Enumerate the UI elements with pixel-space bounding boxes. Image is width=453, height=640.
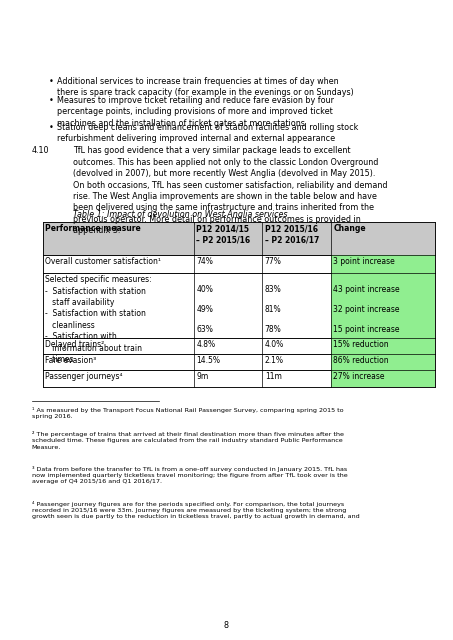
- Text: 15 point increase: 15 point increase: [333, 325, 400, 334]
- Bar: [331, 354, 435, 371]
- Text: 40%: 40%: [196, 285, 213, 294]
- Text: 4.0%: 4.0%: [265, 340, 284, 349]
- Bar: [331, 371, 435, 387]
- Text: 83%: 83%: [265, 285, 281, 294]
- Text: 49%: 49%: [196, 305, 213, 314]
- Text: 78%: 78%: [265, 325, 281, 334]
- Text: 63%: 63%: [196, 325, 213, 334]
- Text: 86% reduction: 86% reduction: [333, 356, 389, 365]
- Text: Measures to improve ticket retailing and reduce fare evasion by four
percentage : Measures to improve ticket retailing and…: [57, 96, 333, 128]
- Text: Performance measure: Performance measure: [45, 224, 141, 233]
- Bar: [43, 255, 435, 273]
- Text: 15% reduction: 15% reduction: [333, 340, 389, 349]
- Bar: [331, 338, 435, 354]
- Text: P12 2014/15
– P2 2015/16: P12 2014/15 – P2 2015/16: [196, 224, 251, 244]
- Bar: [43, 221, 435, 255]
- Text: •: •: [49, 122, 54, 132]
- Text: 32 point increase: 32 point increase: [333, 305, 400, 314]
- Text: 14.5%: 14.5%: [196, 356, 220, 365]
- Text: 8: 8: [224, 621, 229, 630]
- Text: ⁴ Passenger journey figures are for the periods specified only. For comparison, : ⁴ Passenger journey figures are for the …: [32, 501, 360, 519]
- Text: ² The percentage of trains that arrived at their final destination more than fiv: ² The percentage of trains that arrived …: [32, 431, 344, 449]
- Text: Delayed trains²: Delayed trains²: [45, 340, 105, 349]
- Text: ³ Data from before the transfer to TfL is from a one-off survey conducted in Jan: ³ Data from before the transfer to TfL i…: [32, 466, 347, 484]
- Text: Additional services to increase train frequencies at times of day when
there is : Additional services to increase train fr…: [57, 77, 353, 97]
- Bar: [43, 338, 435, 354]
- Text: Passenger journeys⁴: Passenger journeys⁴: [45, 372, 123, 381]
- Text: Selected specific measures:
-  Satisfaction with station
   staff availability
-: Selected specific measures: - Satisfacti…: [45, 275, 152, 364]
- Text: P12 2015/16
– P2 2016/17: P12 2015/16 – P2 2016/17: [265, 224, 319, 244]
- Text: ¹ As measured by the Transport Focus National Rail Passenger Survey, comparing s: ¹ As measured by the Transport Focus Nat…: [32, 407, 343, 419]
- Text: 77%: 77%: [265, 257, 282, 266]
- Text: 3 point increase: 3 point increase: [333, 257, 395, 266]
- Text: •: •: [49, 77, 54, 86]
- Text: •: •: [49, 96, 54, 105]
- Bar: [43, 273, 435, 338]
- Text: 81%: 81%: [265, 305, 281, 314]
- Bar: [43, 354, 435, 371]
- Text: Overall customer satisfaction¹: Overall customer satisfaction¹: [45, 257, 161, 266]
- Text: TfL has good evidence that a very similar package leads to excellent
outcomes. T: TfL has good evidence that a very simila…: [73, 146, 388, 236]
- Text: 74%: 74%: [196, 257, 213, 266]
- Text: 2.1%: 2.1%: [265, 356, 284, 365]
- Text: 4.10: 4.10: [32, 146, 49, 156]
- Text: 9m: 9m: [196, 372, 208, 381]
- Bar: [43, 371, 435, 387]
- Text: 43 point increase: 43 point increase: [333, 285, 400, 294]
- Text: Station deep cleans and enhancement of station facilities and rolling stock
refu: Station deep cleans and enhancement of s…: [57, 122, 358, 143]
- Text: 11m: 11m: [265, 372, 282, 381]
- Text: Change: Change: [333, 224, 366, 233]
- Text: 27% increase: 27% increase: [333, 372, 385, 381]
- Text: Table 1: Impact of devolution on West Anglia services: Table 1: Impact of devolution on West An…: [73, 211, 288, 220]
- Bar: [331, 255, 435, 273]
- Text: Fare evasion³: Fare evasion³: [45, 356, 96, 365]
- Bar: [331, 273, 435, 338]
- Text: 4.8%: 4.8%: [196, 340, 215, 349]
